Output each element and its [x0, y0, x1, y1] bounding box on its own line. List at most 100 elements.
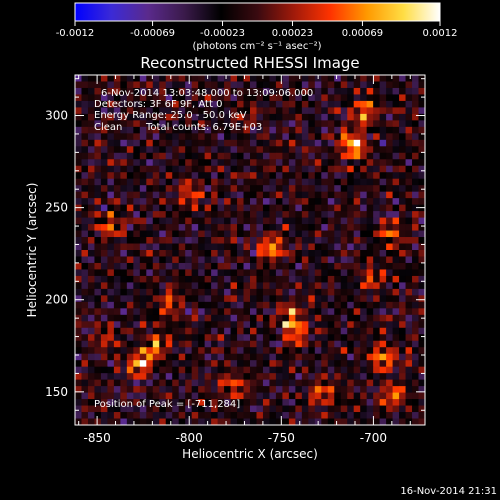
heatmap-cell: [386, 340, 393, 348]
heatmap-cell: [347, 100, 355, 108]
heatmap-cell: [288, 87, 296, 95]
heatmap-cell: [243, 301, 251, 309]
heatmap-cell: [399, 243, 406, 251]
heatmap-cell: [360, 256, 368, 264]
heatmap-cell: [172, 399, 180, 406]
heatmap-cell: [373, 412, 381, 419]
heatmap-cell: [392, 301, 400, 309]
heatmap-cell: [399, 379, 406, 387]
heatmap-cell: [256, 250, 264, 257]
heatmap-cell: [165, 165, 173, 173]
heatmap-cell: [75, 347, 82, 355]
heatmap-cell: [146, 334, 154, 342]
heatmap-cell: [204, 288, 212, 296]
heatmap-cell: [81, 172, 89, 180]
heatmap-cell: [392, 224, 400, 231]
heatmap-cell: [282, 295, 290, 303]
heatmap-cell: [107, 256, 115, 264]
heatmap-cell: [334, 412, 342, 419]
heatmap-cell: [107, 347, 115, 355]
heatmap-cell: [75, 269, 82, 277]
heatmap-cell: [262, 146, 270, 154]
heatmap-cell: [237, 366, 244, 374]
heatmap-cell: [308, 224, 316, 231]
heatmap-cell: [321, 399, 329, 406]
heatmap-cell: [340, 139, 348, 147]
heatmap-cell: [412, 211, 419, 218]
heatmap-cell: [282, 113, 290, 121]
heatmap-cell: [224, 301, 231, 309]
heatmap-cell: [198, 327, 206, 335]
heatmap-cell: [301, 152, 309, 160]
heatmap-cell: [165, 217, 173, 225]
heatmap-cell: [353, 198, 361, 206]
heatmap-cell: [139, 81, 147, 89]
heatmap-cell: [126, 217, 134, 225]
heatmap-cell: [256, 269, 264, 277]
heatmap-cell: [347, 327, 355, 335]
heatmap-cell: [321, 237, 329, 244]
heatmap-cell: [308, 418, 316, 426]
heatmap-cell: [165, 392, 173, 400]
heatmap-cell: [94, 262, 102, 270]
heatmap-cell: [94, 405, 102, 413]
heatmap-cell: [100, 243, 108, 251]
heatmap-cell: [243, 295, 251, 303]
heatmap-cell: [100, 146, 108, 154]
heatmap-cell: [185, 392, 193, 400]
heatmap-cell: [81, 262, 89, 270]
heatmap-cell: [386, 250, 393, 257]
heatmap-cell: [353, 379, 361, 387]
heatmap-cell: [288, 113, 296, 121]
heatmap-cell: [94, 412, 102, 419]
heatmap-cell: [250, 386, 257, 393]
heatmap-cell: [353, 256, 361, 264]
heatmap-cell: [282, 405, 290, 413]
heatmap-cell: [139, 308, 147, 316]
heatmap-cell: [347, 165, 355, 173]
heatmap-cell: [107, 412, 115, 419]
heatmap-cell: [327, 373, 335, 381]
heatmap-cell: [340, 288, 348, 296]
heatmap-cell: [288, 366, 296, 374]
heatmap-cell: [178, 327, 186, 335]
heatmap-cell: [198, 178, 206, 186]
heatmap-cell: [327, 262, 335, 270]
heatmap-cell: [392, 178, 400, 186]
heatmap-cell: [81, 327, 89, 335]
heatmap-cell: [366, 75, 374, 82]
heatmap-cell: [159, 308, 167, 316]
heatmap-cell: [340, 366, 348, 374]
heatmap-cell: [75, 217, 82, 225]
heatmap-cell: [75, 392, 82, 400]
heatmap-cell: [159, 386, 167, 393]
heatmap-cell: [269, 282, 277, 290]
heatmap-cell: [87, 269, 95, 277]
heatmap-cell: [392, 146, 400, 154]
footer-timestamp: 16-Nov-2014 21:31: [400, 486, 497, 497]
heatmap-cell: [217, 185, 225, 193]
heatmap-cell: [107, 314, 115, 322]
heatmap-cell: [204, 87, 212, 95]
heatmap-cell: [211, 262, 218, 270]
y-tick-label: 250: [45, 201, 68, 215]
heatmap-cell: [107, 81, 115, 89]
heatmap-cell: [334, 113, 342, 121]
heatmap-cell: [250, 353, 257, 361]
heatmap-cell: [87, 152, 95, 160]
heatmap-cell: [178, 224, 186, 231]
heatmap-cell: [159, 191, 167, 199]
heatmap-cell: [275, 275, 283, 283]
heatmap-cell: [334, 353, 342, 361]
heatmap-cell: [75, 373, 82, 381]
heatmap-cell: [191, 139, 199, 147]
heatmap-cell: [256, 321, 264, 329]
heatmap-cell: [418, 198, 426, 206]
heatmap-cell: [159, 107, 167, 115]
heatmap-cell: [262, 126, 270, 134]
heatmap-cell: [146, 185, 154, 193]
heatmap-cell: [165, 224, 173, 231]
heatmap-cell: [256, 379, 264, 387]
heatmap-cell: [237, 353, 244, 361]
heatmap-cell: [211, 172, 218, 180]
